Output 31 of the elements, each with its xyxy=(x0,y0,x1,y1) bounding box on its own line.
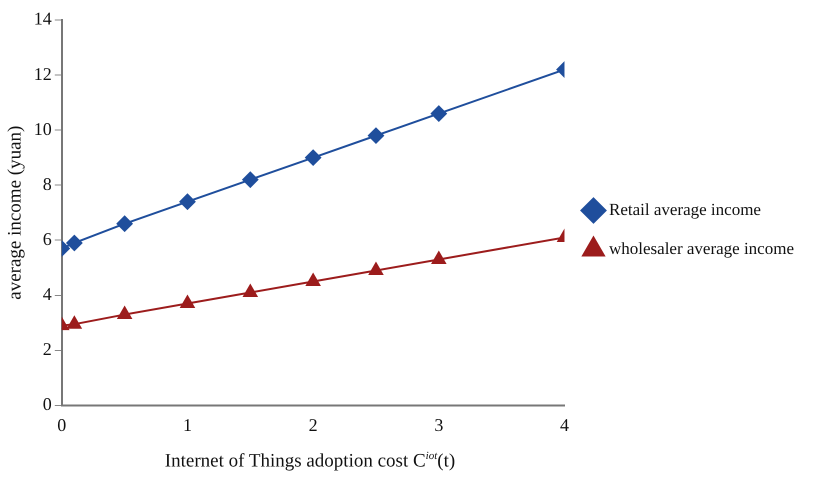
point xyxy=(118,306,132,320)
point xyxy=(243,284,258,298)
point xyxy=(116,216,133,232)
x-axis-title: Internet of Things adoption cost C$^{iot}$(t) xyxy=(164,450,456,472)
point xyxy=(242,172,258,188)
y-tick-label: 0 xyxy=(42,394,52,414)
x-tick-label: 4 xyxy=(560,414,569,435)
y-tick-label: 8 xyxy=(42,174,52,194)
point xyxy=(368,128,384,144)
y-tick-label: 10 xyxy=(34,118,52,139)
point xyxy=(430,106,447,122)
x-tick-label: 0 xyxy=(57,414,66,435)
point xyxy=(179,194,196,210)
x-tick-label: 2 xyxy=(308,414,318,435)
y-tick-label: 12 xyxy=(34,64,52,84)
y-tick-label: 4 xyxy=(42,284,52,304)
y-tick-label: 14 xyxy=(34,8,52,29)
point xyxy=(67,316,82,329)
point xyxy=(306,274,320,286)
y-tick-label: 6 xyxy=(42,228,52,249)
legend-label: Retail average income xyxy=(608,200,761,219)
legend-label: wholesaler average income xyxy=(608,238,794,258)
x-tick-label: 3 xyxy=(434,414,444,435)
y-tick-label: 2 xyxy=(42,339,52,360)
point xyxy=(66,234,82,251)
x-tick-label: 1 xyxy=(182,414,192,435)
point xyxy=(432,252,446,264)
point xyxy=(368,262,384,276)
y-axis-title: average income (yuan) xyxy=(4,126,26,300)
point xyxy=(305,150,322,166)
point xyxy=(180,296,195,308)
